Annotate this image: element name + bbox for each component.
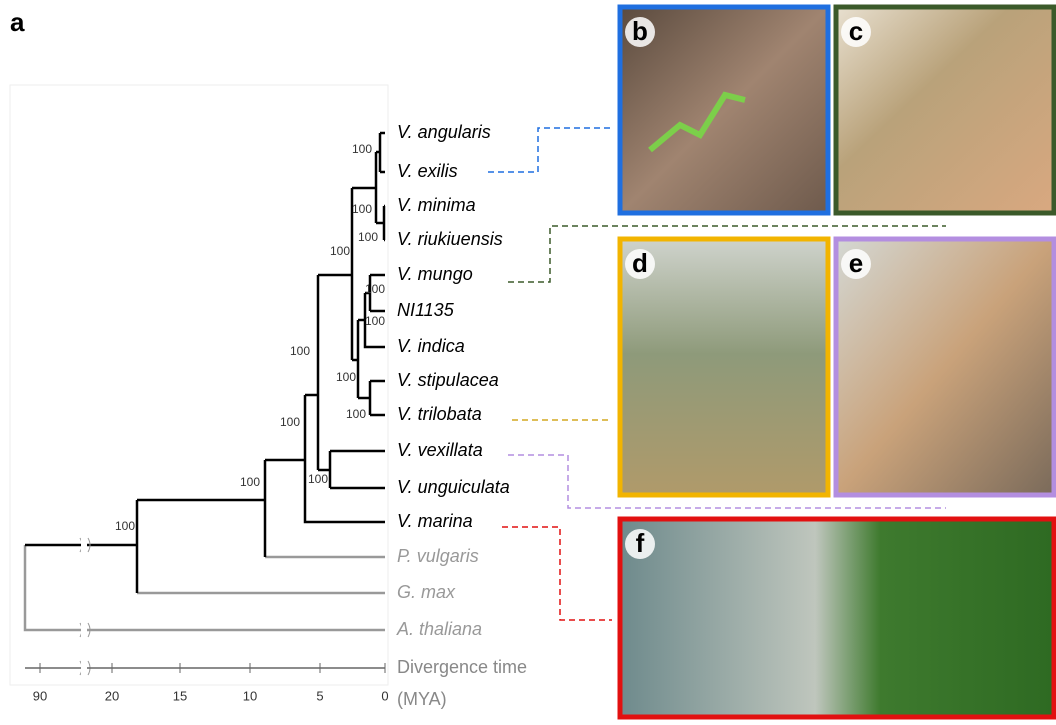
panel-label: a: [10, 7, 25, 37]
tick-label: 90: [33, 688, 47, 703]
tree-frame: [10, 85, 388, 685]
axis-break: [80, 538, 90, 675]
axis-label: (MYA): [397, 689, 447, 709]
taxon-label: V. trilobata: [397, 404, 482, 424]
axis-label: Divergence time: [397, 657, 527, 677]
bootstrap-value: 100: [352, 202, 372, 216]
taxon-label: V. angularis: [397, 122, 491, 142]
bootstrap-value: 100: [365, 314, 385, 328]
break-gap: [81, 660, 87, 676]
tick-label: 0: [381, 688, 388, 703]
photo-label: c: [849, 16, 863, 46]
taxon-label: V. unguiculata: [397, 477, 510, 497]
break-gap: [81, 621, 87, 639]
photo-e: [836, 239, 1054, 495]
taxon-label: V. mungo: [397, 264, 473, 284]
bootstrap-value: 100: [240, 475, 260, 489]
photo-f: [620, 519, 1054, 717]
connector: [502, 527, 612, 620]
taxon-label: V. exilis: [397, 161, 458, 181]
taxon-label: V. marina: [397, 511, 473, 531]
bootstrap-value: 100: [346, 407, 366, 421]
taxon-label: V. stipulacea: [397, 370, 499, 390]
bootstrap-value: 100: [358, 230, 378, 244]
bootstrap-value: 100: [308, 472, 328, 486]
bootstrap-value: 100: [330, 244, 350, 258]
tick-label: 20: [105, 688, 119, 703]
tick-label: 15: [173, 688, 187, 703]
taxon-label: A. thaliana: [396, 619, 482, 639]
taxon-label: P. vulgaris: [397, 546, 479, 566]
photo-label: e: [849, 248, 863, 278]
tick-label: 10: [243, 688, 257, 703]
photo-label: d: [632, 248, 648, 278]
taxon-label: V. indica: [397, 336, 465, 356]
taxon-label: V. vexillata: [397, 440, 483, 460]
break-gap: [81, 536, 87, 554]
bootstrap-value: 100: [336, 370, 356, 384]
photo-d: [620, 239, 828, 495]
photo-label: f: [636, 528, 645, 558]
taxon-label: V. riukiuensis: [397, 229, 503, 249]
figure: a Divergence time (MYA) V. angularis V. e…: [0, 0, 1056, 720]
vigna-branches: [25, 133, 385, 593]
taxon-label: G. max: [397, 582, 456, 602]
tick-label: 5: [316, 688, 323, 703]
bootstrap-value: 100: [280, 415, 300, 429]
taxon-label: V. minima: [397, 195, 476, 215]
photo-label: b: [632, 16, 648, 46]
outgroup-branches: [25, 545, 385, 630]
bootstrap-value: 100: [365, 282, 385, 296]
bootstrap-value: 100: [290, 344, 310, 358]
bootstrap-value: 100: [352, 142, 372, 156]
connector: [488, 128, 612, 172]
bootstrap-value: 100: [115, 519, 135, 533]
taxon-label: NI1135: [397, 300, 455, 320]
